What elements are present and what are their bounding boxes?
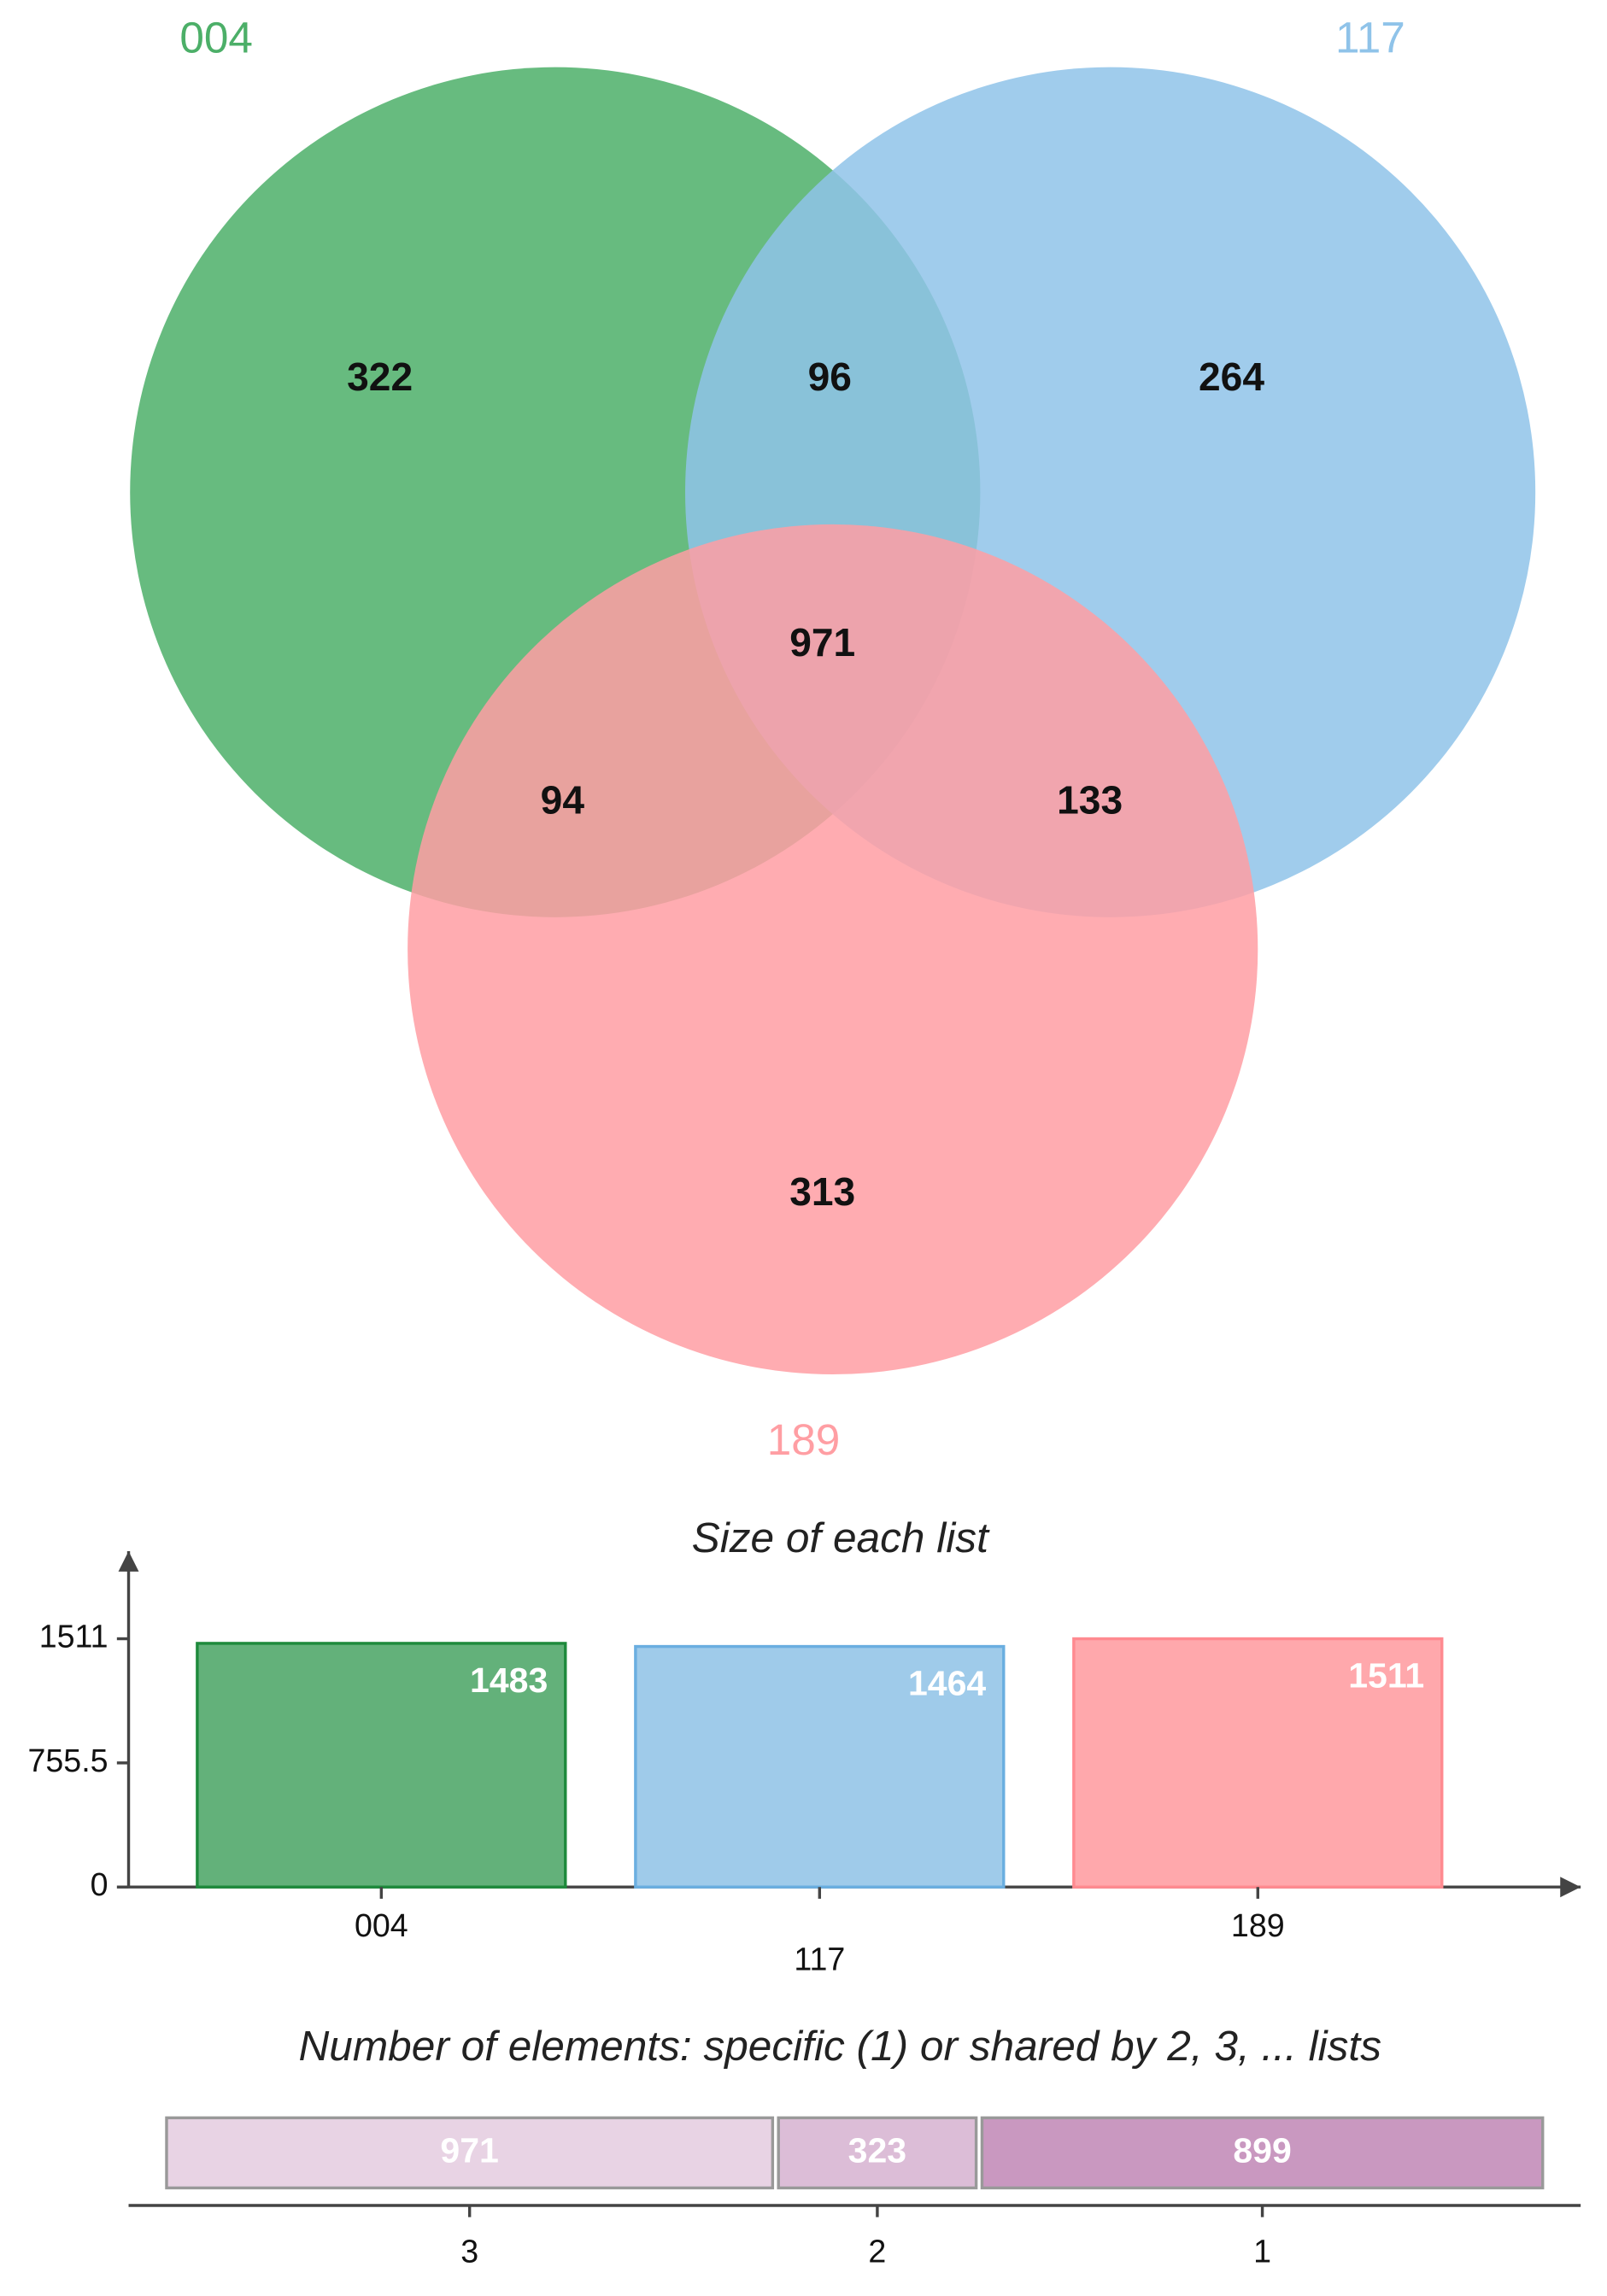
value-label: 899 bbox=[1233, 2130, 1291, 2170]
bar bbox=[634, 1644, 1006, 1889]
set-label: 117 bbox=[1335, 13, 1405, 62]
region-count: 94 bbox=[541, 778, 585, 823]
value-label: 1464 bbox=[908, 1664, 986, 1703]
x-tick-label: 004 bbox=[355, 1907, 408, 1943]
region-count: 96 bbox=[808, 354, 852, 399]
value-label: 323 bbox=[848, 2130, 906, 2170]
bar bbox=[1072, 1637, 1444, 1889]
x-tick-label: 189 bbox=[1231, 1907, 1285, 1943]
bar-segment bbox=[165, 2116, 775, 2190]
region-count: 313 bbox=[789, 1169, 855, 1214]
region-count: 322 bbox=[347, 354, 413, 399]
value-label: 1511 bbox=[1348, 1656, 1424, 1696]
x-tick-label: 1 bbox=[1253, 2233, 1271, 2269]
set-label: 004 bbox=[179, 13, 253, 62]
chart-title: Number of elements: specific (1) or shar… bbox=[298, 2022, 1381, 2070]
region-count: 133 bbox=[1057, 778, 1123, 823]
bar-segment bbox=[777, 2116, 978, 2190]
axis-arrow bbox=[1560, 1877, 1581, 1898]
y-tick-label: 755.5 bbox=[27, 1742, 108, 1778]
x-tick-label: 117 bbox=[794, 1941, 845, 1977]
venn-circle bbox=[408, 524, 1258, 1375]
bar-segment bbox=[980, 2116, 1545, 2190]
chart-title: Size of each list bbox=[692, 1514, 990, 1561]
set-label: 189 bbox=[767, 1415, 841, 1464]
value-label: 971 bbox=[440, 2130, 498, 2170]
region-count: 264 bbox=[1199, 354, 1264, 399]
x-tick-label: 3 bbox=[460, 2233, 478, 2269]
value-label: 1483 bbox=[470, 1660, 548, 1700]
y-tick-label: 0 bbox=[91, 1866, 109, 1902]
bar bbox=[196, 1642, 567, 1889]
x-tick-label: 2 bbox=[868, 2233, 886, 2269]
region-count: 971 bbox=[789, 620, 855, 665]
y-tick-label: 1511 bbox=[39, 1618, 109, 1654]
axis-arrow bbox=[118, 1550, 139, 1572]
